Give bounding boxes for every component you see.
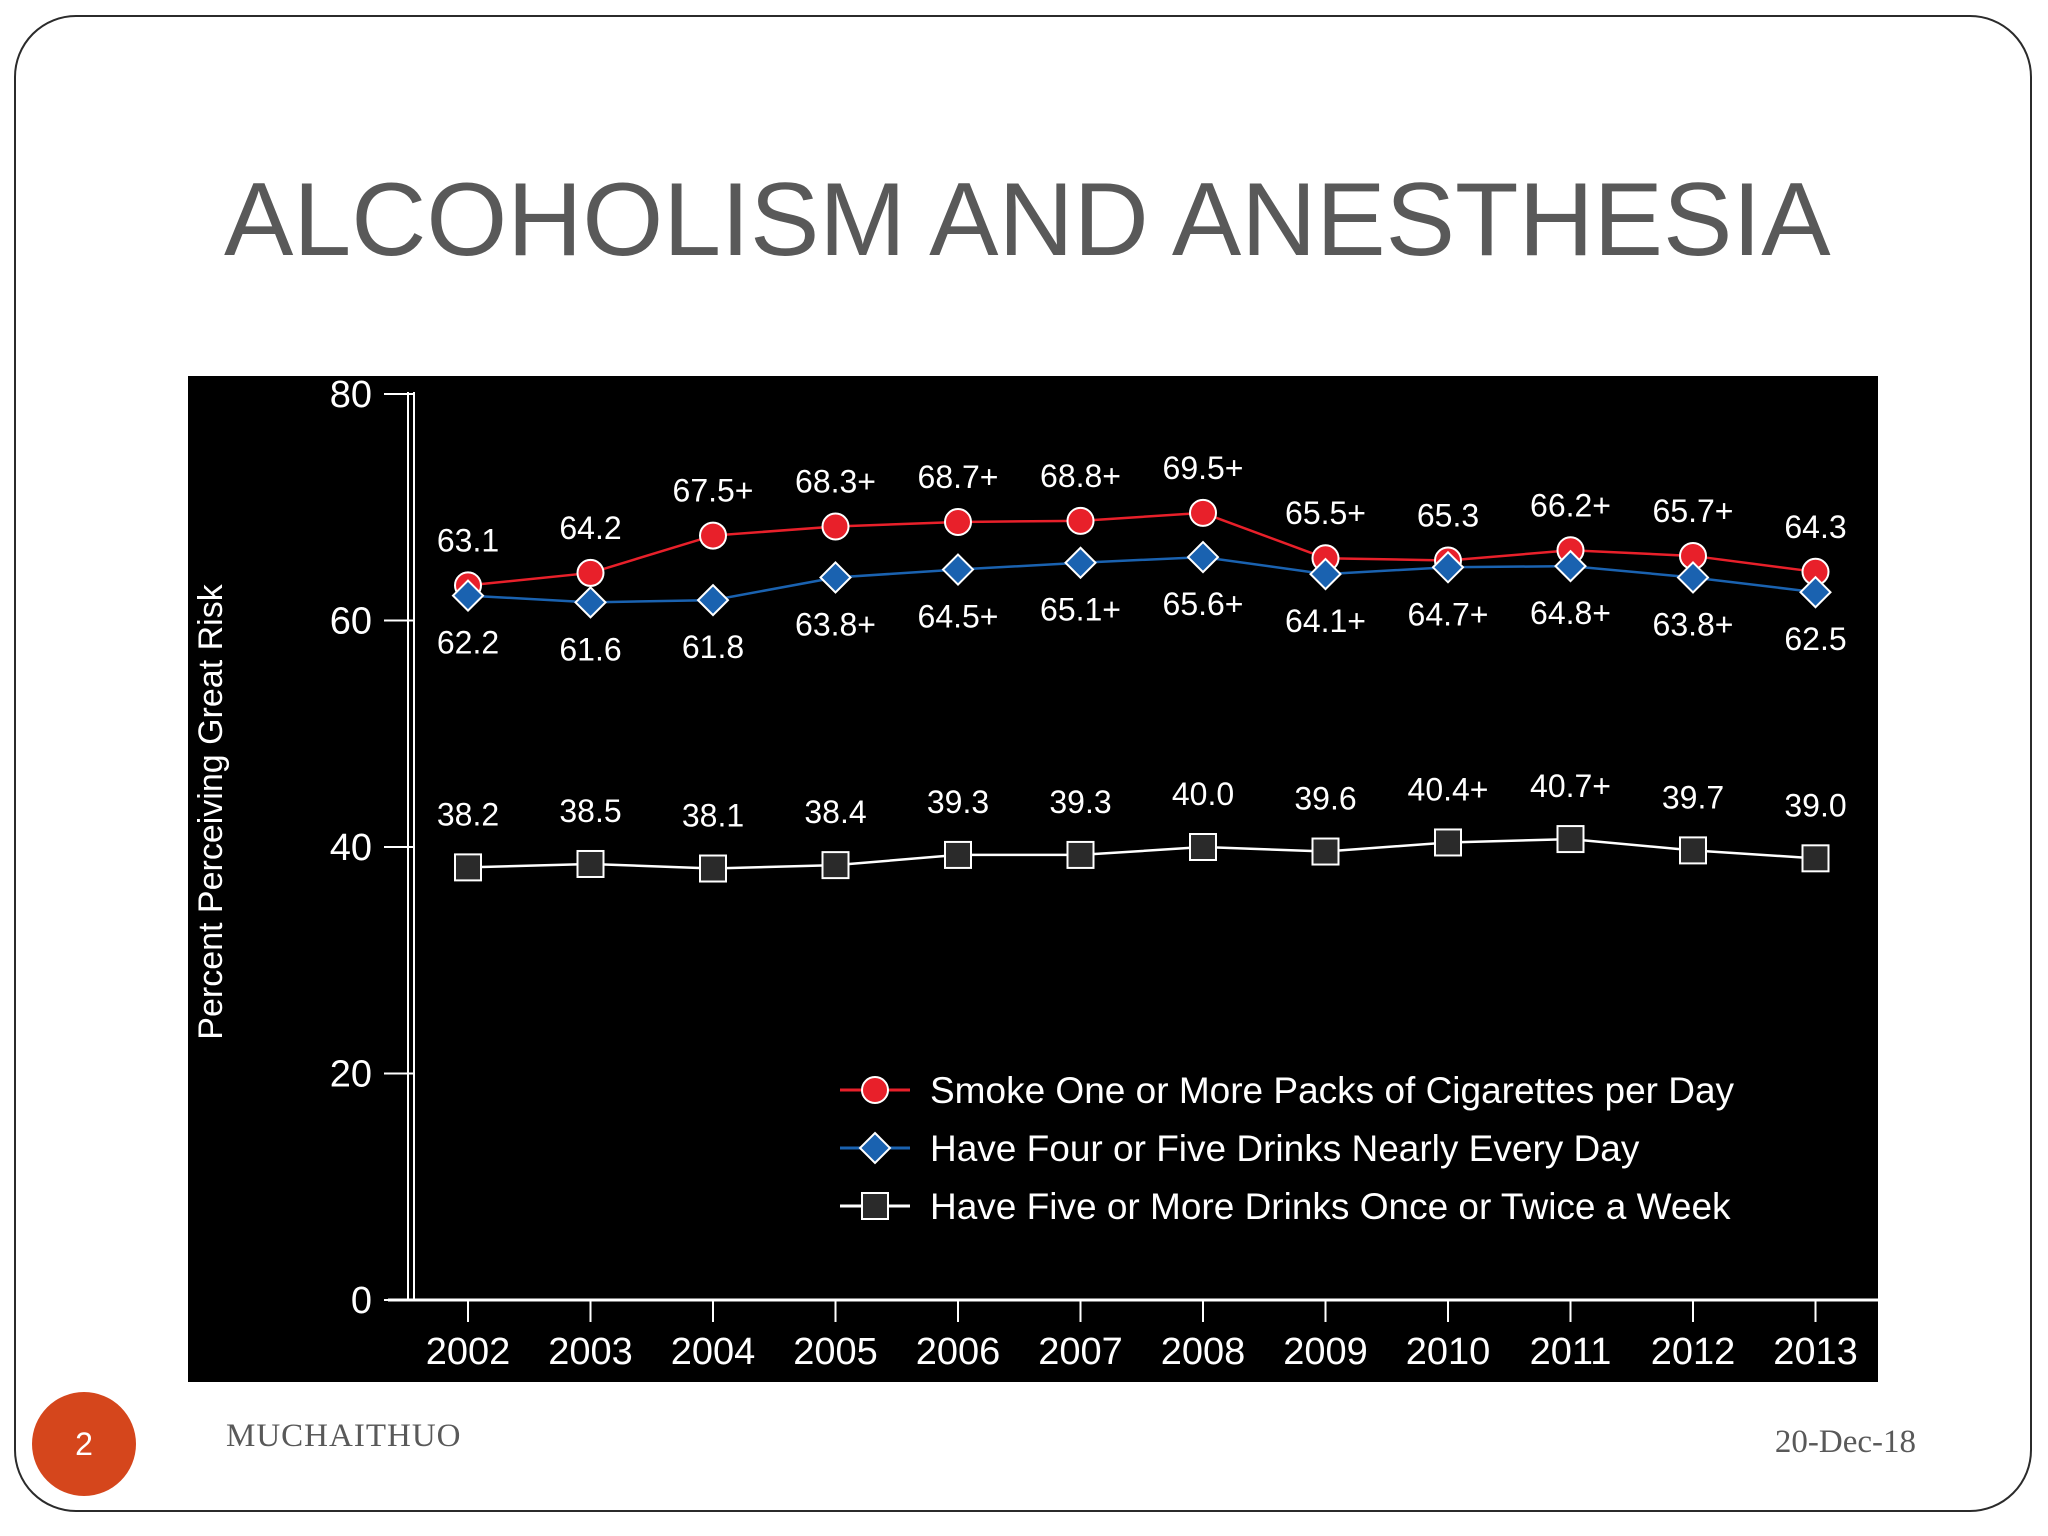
y-tick-label: 20: [330, 1054, 372, 1096]
data-label: 40.7+: [1530, 768, 1611, 804]
x-tick-label: 2002: [426, 1331, 511, 1373]
data-label: 39.7: [1662, 779, 1724, 815]
data-label: 63.1: [437, 522, 499, 558]
series-line-2: [467, 837, 1816, 870]
data-label: 65.7+: [1653, 493, 1734, 529]
data-point-2: [1801, 844, 1830, 873]
data-point-2: [1189, 833, 1217, 861]
data-label: 62.2: [437, 625, 499, 661]
data-label: 62.5: [1784, 621, 1846, 657]
data-point-0: [1066, 506, 1095, 535]
data-point-1: [819, 561, 852, 594]
x-tick-label: 2003: [548, 1331, 633, 1373]
y-tick-label: 80: [330, 376, 372, 416]
data-label: 40.0: [1172, 776, 1234, 812]
data-label: 40.4+: [1408, 771, 1489, 807]
data-label: 38.2: [437, 796, 499, 832]
data-label: 38.5: [559, 793, 621, 829]
data-label: 68.8+: [1040, 458, 1121, 494]
legend-marker: [861, 1192, 889, 1220]
data-point-1: [1799, 575, 1832, 609]
page-number-badge: 2: [32, 1392, 136, 1496]
data-label: 64.2: [559, 510, 621, 546]
footer-date: 20-Dec-18: [1774, 1424, 1916, 1460]
data-point-1: [451, 579, 485, 612]
x-tick-label: 2004: [671, 1331, 756, 1373]
data-label: 67.5+: [673, 473, 754, 509]
x-tick-label: 2010: [1406, 1331, 1491, 1373]
x-tick-label: 2007: [1038, 1331, 1123, 1373]
data-label: 65.1+: [1040, 592, 1121, 628]
data-point-0: [576, 558, 605, 587]
data-label: 38.4: [804, 794, 866, 830]
data-point-2: [944, 840, 972, 869]
data-point-2: [821, 851, 850, 880]
data-label: 68.3+: [795, 464, 876, 500]
data-label: 69.5+: [1163, 450, 1244, 486]
data-label: 68.7+: [918, 459, 999, 495]
data-label: 64.7+: [1408, 596, 1489, 632]
x-tick-label: 2005: [793, 1331, 878, 1373]
legend-marker: [861, 1076, 889, 1104]
data-label: 39.6: [1294, 781, 1356, 817]
data-point-0: [944, 507, 972, 536]
data-label: 39.3: [927, 784, 989, 820]
data-label: 64.8+: [1530, 595, 1611, 631]
data-label: 39.3: [1049, 784, 1111, 820]
x-tick-label: 2011: [1530, 1331, 1612, 1373]
data-point-2: [454, 853, 482, 882]
y-tick-label: 40: [330, 827, 372, 869]
data-label: 65.6+: [1163, 586, 1244, 622]
series-line-0: [467, 511, 1816, 587]
data-point-1: [1676, 561, 1710, 594]
slide-title: ALCOHOLISM AND ANESTHESIA: [224, 162, 1831, 278]
data-label: 65.5+: [1285, 495, 1366, 531]
data-point-1: [1554, 549, 1587, 583]
legend-label: Have Four or Five Drinks Nearly Every Da…: [930, 1128, 1640, 1169]
data-point-1: [1309, 557, 1342, 591]
chart-panel: 0 20 40 60 80 2002 2003 2004 2005 2006 2007 2008 200…: [188, 376, 1878, 1382]
data-point-2: [1556, 825, 1585, 854]
y-tick-label: 0: [351, 1280, 372, 1322]
data-point-2: [1066, 840, 1095, 869]
data-point-1: [574, 585, 607, 619]
x-tick-label: 2012: [1651, 1331, 1736, 1373]
y-axis-title: Percent Perceiving Great Risk: [192, 583, 230, 1039]
data-label: 61.6: [559, 631, 621, 667]
data-label: 63.8+: [795, 606, 876, 642]
data-label: 38.1: [682, 798, 744, 834]
data-point-0: [699, 521, 727, 550]
x-tick-label: 2008: [1161, 1331, 1246, 1373]
line-chart: 0 20 40 60 80 2002 2003 2004 2005 2006 2007 2008 200…: [192, 376, 1878, 1373]
legend-marker: [858, 1131, 892, 1165]
data-point-1: [941, 553, 975, 586]
data-point-2: [1311, 837, 1340, 866]
x-tick-label: 2009: [1283, 1331, 1368, 1373]
data-point-2: [1679, 836, 1707, 865]
legend-label: Have Five or More Drinks Once or Twice a…: [930, 1186, 1731, 1227]
data-label: 61.8: [682, 629, 744, 665]
data-point-1: [1431, 550, 1465, 584]
y-tick-label: 60: [330, 601, 372, 643]
data-label: 64.5+: [918, 599, 999, 635]
data-point-2: [699, 854, 727, 883]
data-point-0: [1189, 498, 1217, 527]
legend-label: Smoke One or More Packs of Cigarettes pe…: [930, 1070, 1735, 1111]
x-tick-label: 2013: [1773, 1331, 1858, 1373]
data-label: 66.2+: [1530, 487, 1611, 523]
series-line-1: [467, 555, 1816, 604]
data-label: 64.1+: [1285, 603, 1366, 639]
data-point-0: [821, 512, 850, 541]
data-label: 65.3: [1417, 497, 1479, 533]
x-tick-label: 2006: [916, 1331, 1001, 1373]
footer-author: MUCHAITHUO: [226, 1418, 462, 1454]
data-point-1: [1064, 546, 1097, 580]
data-label: 64.3: [1784, 509, 1846, 545]
data-point-2: [576, 849, 605, 878]
data-point-1: [696, 583, 730, 617]
data-label: 39.0: [1784, 787, 1846, 823]
data-label: 63.8+: [1653, 606, 1734, 642]
data-point-2: [1434, 828, 1462, 857]
data-point-1: [1186, 540, 1220, 574]
